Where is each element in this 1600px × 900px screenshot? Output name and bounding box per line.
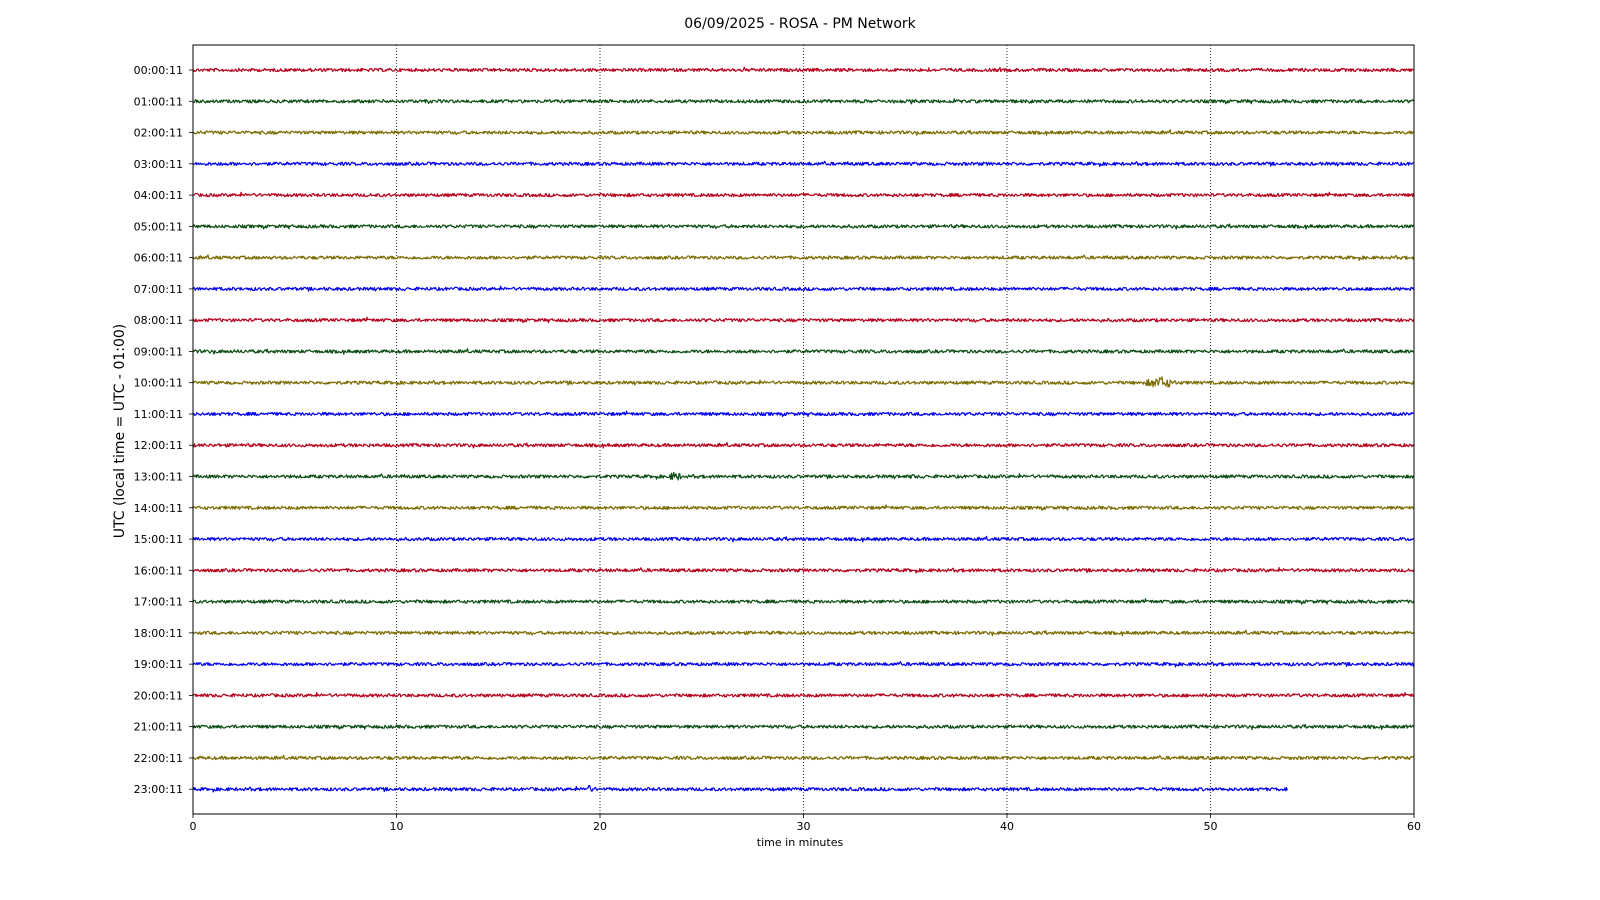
trace-02-00-11 — [192, 129, 1415, 136]
trace-08-00-11 — [192, 316, 1415, 324]
y-tick-label: 04:00:11 — [134, 189, 183, 202]
y-tick-label: 03:00:11 — [134, 158, 183, 171]
x-tick-label: 40 — [1000, 820, 1014, 833]
trace-01-00-11 — [192, 98, 1415, 105]
y-tick-label: 15:00:11 — [134, 533, 183, 546]
y-tick-label: 21:00:11 — [134, 721, 183, 734]
y-tick-label: 13:00:11 — [134, 471, 183, 484]
trace-22-00-11 — [192, 754, 1415, 761]
trace-12-00-11 — [192, 441, 1415, 449]
y-tick-label: 17:00:11 — [134, 596, 183, 609]
y-tick-label: 02:00:11 — [134, 127, 183, 140]
trace-23-00-11 — [192, 785, 1288, 793]
trace-00-00-11 — [192, 66, 1415, 73]
y-tick-label: 09:00:11 — [134, 345, 183, 358]
trace-19-00-11 — [192, 661, 1415, 668]
trace-14-00-11 — [192, 504, 1415, 511]
y-tick-label: 20:00:11 — [134, 689, 183, 702]
y-tick-label: 18:00:11 — [134, 627, 183, 640]
y-tick-label: 06:00:11 — [134, 252, 183, 265]
trace-06-00-11 — [192, 254, 1415, 261]
chart-title: 06/09/2025 - ROSA - PM Network — [684, 16, 916, 32]
trace-10-00-11 — [192, 376, 1415, 388]
y-tick-label: 22:00:11 — [134, 752, 183, 765]
y-tick-label: 10:00:11 — [134, 377, 183, 390]
trace-07-00-11 — [192, 285, 1415, 292]
x-tick-label: 0 — [190, 820, 197, 833]
y-tick-label: 23:00:11 — [134, 783, 183, 796]
y-tick-label: 16:00:11 — [134, 564, 183, 577]
trace-05-00-11 — [192, 223, 1415, 230]
trace-16-00-11 — [192, 566, 1415, 574]
x-tick-label: 60 — [1407, 820, 1421, 833]
y-tick-label: 12:00:11 — [134, 439, 183, 452]
trace-17-00-11 — [192, 598, 1415, 605]
y-tick-label: 11:00:11 — [134, 408, 183, 421]
y-tick-label: 05:00:11 — [134, 220, 183, 233]
trace-18-00-11 — [192, 629, 1415, 637]
trace-15-00-11 — [192, 535, 1415, 543]
y-tick-label: 07:00:11 — [134, 283, 183, 296]
x-tick-label: 10 — [390, 820, 404, 833]
trace-21-00-11 — [192, 723, 1415, 731]
y-tick-label: 01:00:11 — [134, 95, 183, 108]
y-tick-label: 14:00:11 — [134, 502, 183, 515]
y-tick-label: 00:00:11 — [134, 64, 183, 77]
trace-13-00-11 — [192, 471, 1415, 481]
trace-03-00-11 — [192, 160, 1415, 168]
x-axis-label: time in minutes — [756, 836, 844, 849]
x-tick-label: 30 — [797, 820, 811, 833]
y-tick-label: 08:00:11 — [134, 314, 183, 327]
y-axis-label: UTC (local time = UTC - 01:00) — [112, 323, 128, 539]
x-tick-label: 20 — [593, 820, 607, 833]
trace-20-00-11 — [192, 691, 1415, 698]
trace-11-00-11 — [192, 410, 1415, 418]
x-tick-label: 50 — [1204, 820, 1218, 833]
y-tick-label: 19:00:11 — [134, 658, 183, 671]
trace-04-00-11 — [192, 191, 1415, 198]
trace-09-00-11 — [192, 348, 1415, 355]
